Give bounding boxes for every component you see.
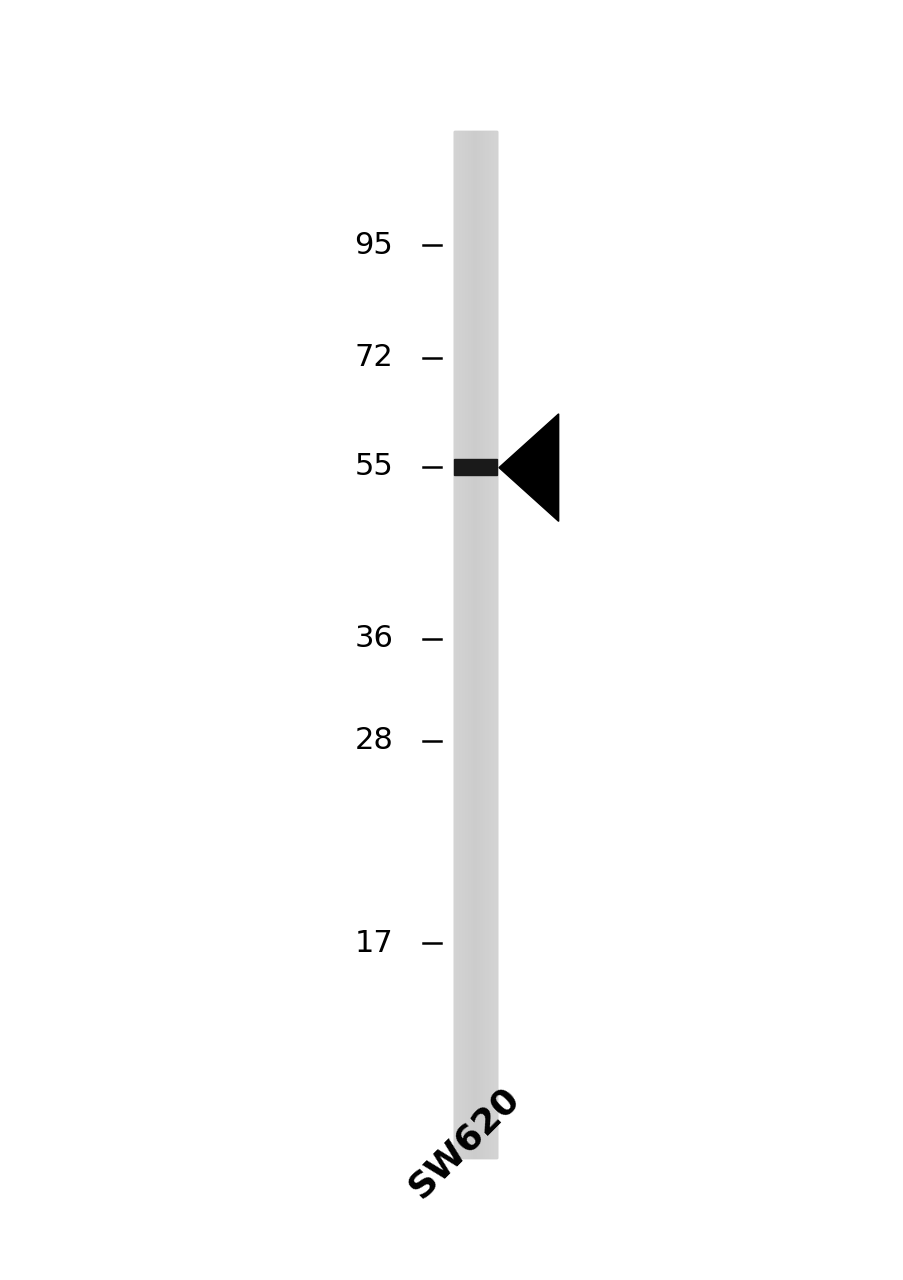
Text: SW620: SW620 [401,1080,525,1204]
Bar [453,460,497,475]
Text: 55: 55 [354,452,393,481]
Polygon shape [498,413,558,521]
Bar [453,131,497,1158]
Text: 28: 28 [354,726,393,755]
Text: 95: 95 [354,230,393,260]
Text: 17: 17 [354,929,393,957]
Text: 36: 36 [354,625,393,653]
Text: 72: 72 [354,343,393,372]
